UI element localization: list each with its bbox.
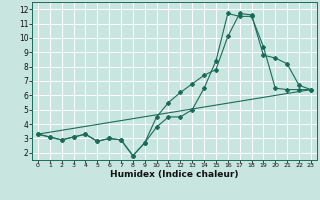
X-axis label: Humidex (Indice chaleur): Humidex (Indice chaleur) [110,170,239,179]
